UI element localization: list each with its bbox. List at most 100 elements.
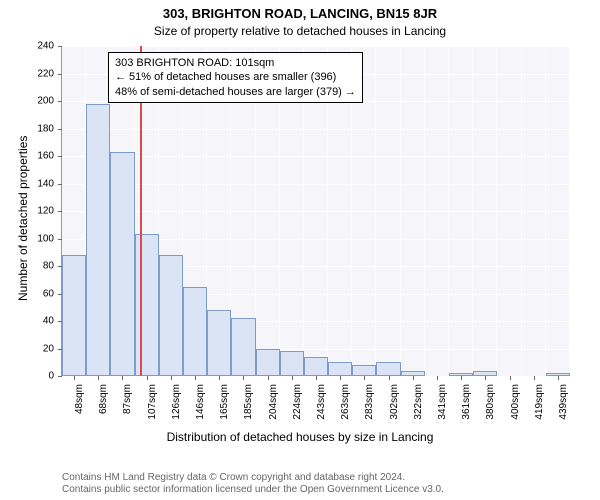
info-box: 303 BRIGHTON ROAD: 101sqm← 51% of detach… xyxy=(108,52,363,103)
y-tick-label: 20 xyxy=(0,343,54,354)
y-tick-mark xyxy=(58,74,62,75)
bar xyxy=(280,351,304,376)
footer-attribution: Contains HM Land Registry data © Crown c… xyxy=(62,472,444,496)
x-tick-label: 107sqm xyxy=(147,384,158,434)
x-tick-mark xyxy=(98,376,99,380)
x-tick-mark xyxy=(364,376,365,380)
gridline-v xyxy=(424,46,425,376)
bar xyxy=(62,255,86,376)
x-tick-mark xyxy=(195,376,196,380)
info-box-line: ← 51% of detached houses are smaller (39… xyxy=(115,70,356,84)
bar xyxy=(231,318,255,376)
x-tick-label: 380sqm xyxy=(485,384,496,434)
x-tick-mark xyxy=(74,376,75,380)
y-tick-mark xyxy=(58,129,62,130)
x-tick-mark xyxy=(461,376,462,380)
x-tick-mark xyxy=(534,376,535,380)
x-tick-label: 400sqm xyxy=(510,384,521,434)
y-tick-mark xyxy=(58,349,62,350)
x-tick-mark xyxy=(389,376,390,380)
x-tick-mark xyxy=(510,376,511,380)
footer-line: Contains public sector information licen… xyxy=(62,484,444,496)
gridline-h xyxy=(62,184,570,185)
gridline-v xyxy=(472,46,473,376)
gridline-v xyxy=(496,46,497,376)
bar xyxy=(328,362,352,376)
y-tick-mark xyxy=(58,156,62,157)
y-tick-mark xyxy=(58,321,62,322)
info-box-line: 48% of semi-detached houses are larger (… xyxy=(115,85,356,99)
gridline-h xyxy=(62,129,570,130)
gridline-v xyxy=(545,46,546,376)
y-tick-label: 140 xyxy=(0,178,54,189)
x-tick-mark xyxy=(485,376,486,380)
y-tick-label: 120 xyxy=(0,206,54,217)
y-tick-mark xyxy=(58,211,62,212)
x-tick-label: 224sqm xyxy=(292,384,303,434)
gridline-v xyxy=(400,46,401,376)
x-tick-label: 87sqm xyxy=(122,384,133,434)
bar xyxy=(352,365,376,376)
x-tick-label: 68sqm xyxy=(98,384,109,434)
bar xyxy=(110,152,134,376)
x-tick-label: 361sqm xyxy=(461,384,472,434)
y-tick-label: 220 xyxy=(0,68,54,79)
bar xyxy=(86,104,110,376)
chart-subtitle: Size of property relative to detached ho… xyxy=(0,24,600,38)
y-tick-label: 200 xyxy=(0,96,54,107)
bar xyxy=(304,357,328,376)
gridline-h xyxy=(62,156,570,157)
bar xyxy=(376,362,400,376)
y-tick-mark xyxy=(58,184,62,185)
x-tick-mark xyxy=(292,376,293,380)
gridline-v xyxy=(375,46,376,376)
y-tick-label: 0 xyxy=(0,371,54,382)
gridline-h xyxy=(62,211,570,212)
x-tick-label: 146sqm xyxy=(195,384,206,434)
gridline-v xyxy=(569,46,570,376)
bar xyxy=(159,255,183,376)
x-tick-label: 439sqm xyxy=(558,384,569,434)
x-tick-mark xyxy=(413,376,414,380)
y-tick-label: 40 xyxy=(0,316,54,327)
x-tick-mark xyxy=(147,376,148,380)
x-tick-label: 283sqm xyxy=(364,384,375,434)
y-tick-label: 160 xyxy=(0,151,54,162)
x-tick-label: 322sqm xyxy=(413,384,424,434)
y-tick-mark xyxy=(58,266,62,267)
x-tick-mark xyxy=(558,376,559,380)
x-tick-mark xyxy=(437,376,438,380)
y-tick-label: 240 xyxy=(0,41,54,52)
bar xyxy=(135,234,159,376)
chart-title: 303, BRIGHTON ROAD, LANCING, BN15 8JR xyxy=(0,6,600,21)
x-tick-label: 48sqm xyxy=(74,384,85,434)
gridline-v xyxy=(521,46,522,376)
x-tick-label: 165sqm xyxy=(219,384,230,434)
y-tick-mark xyxy=(58,46,62,47)
x-tick-label: 243sqm xyxy=(316,384,327,434)
x-tick-label: 419sqm xyxy=(534,384,545,434)
x-tick-mark xyxy=(171,376,172,380)
bar xyxy=(183,287,207,376)
y-tick-label: 180 xyxy=(0,123,54,134)
x-tick-label: 302sqm xyxy=(389,384,400,434)
x-tick-mark xyxy=(243,376,244,380)
y-tick-label: 80 xyxy=(0,261,54,272)
footer-line: Contains HM Land Registry data © Crown c… xyxy=(62,472,444,484)
y-tick-mark xyxy=(58,101,62,102)
gridline-h xyxy=(62,46,570,47)
y-tick-mark xyxy=(58,294,62,295)
bar xyxy=(256,349,280,377)
x-tick-label: 341sqm xyxy=(437,384,448,434)
y-tick-label: 60 xyxy=(0,288,54,299)
x-tick-mark xyxy=(122,376,123,380)
chart-container: { "title": { "text": "303, BRIGHTON ROAD… xyxy=(0,0,600,500)
x-tick-mark xyxy=(316,376,317,380)
x-tick-mark xyxy=(219,376,220,380)
x-tick-label: 263sqm xyxy=(340,384,351,434)
y-tick-label: 100 xyxy=(0,233,54,244)
x-tick-mark xyxy=(268,376,269,380)
gridline-v xyxy=(448,46,449,376)
x-tick-label: 126sqm xyxy=(171,384,182,434)
info-box-line: 303 BRIGHTON ROAD: 101sqm xyxy=(115,56,356,70)
